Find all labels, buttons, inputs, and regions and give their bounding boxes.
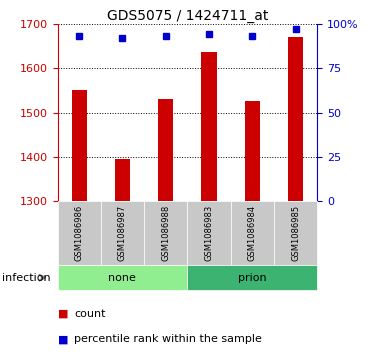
Text: GSM1086988: GSM1086988 [161,205,170,261]
Text: GSM1086986: GSM1086986 [75,205,83,261]
Text: ■: ■ [58,309,68,319]
Bar [115,159,130,201]
Text: infection: infection [2,273,50,283]
Bar [245,101,260,201]
Bar [201,53,217,201]
Bar [158,99,173,201]
Text: GSM1086983: GSM1086983 [204,205,213,261]
Bar [72,90,87,201]
Title: GDS5075 / 1424711_at: GDS5075 / 1424711_at [107,9,268,23]
Text: percentile rank within the sample: percentile rank within the sample [74,334,262,344]
Bar [288,37,303,201]
Text: GSM1086987: GSM1086987 [118,205,127,261]
Text: GSM1086984: GSM1086984 [248,205,257,261]
Text: prion: prion [238,273,267,283]
Text: count: count [74,309,106,319]
Text: ■: ■ [58,334,68,344]
Text: GSM1086985: GSM1086985 [291,205,300,261]
Text: none: none [108,273,137,283]
